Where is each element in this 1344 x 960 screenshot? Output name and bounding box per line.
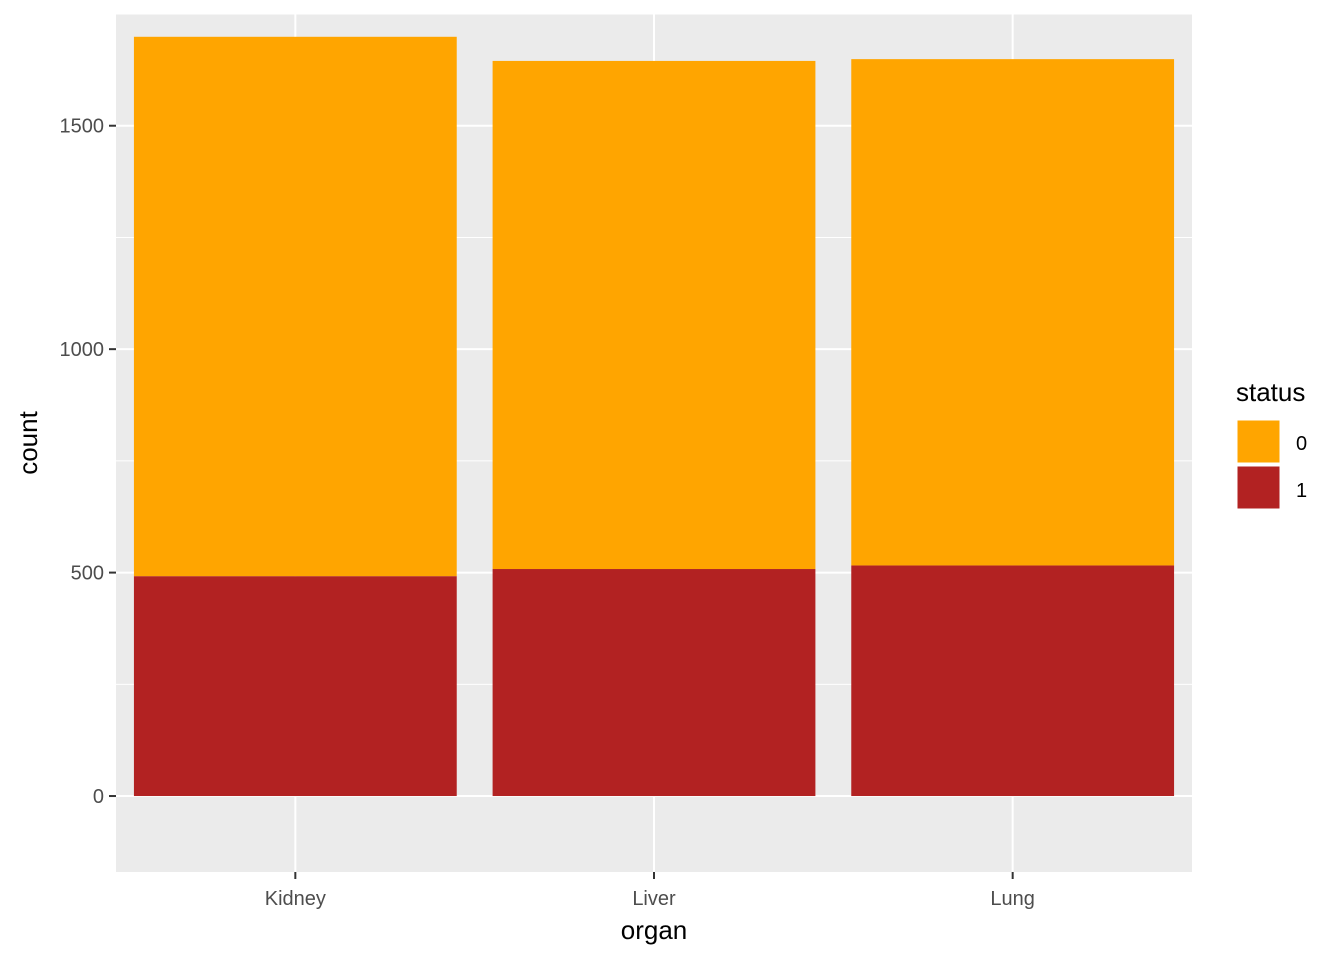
x-tick-label: Lung [990,888,1035,910]
bar-liver-status-1 [492,569,816,797]
y-axis-title: count [13,410,43,474]
legend-label-0: 0 [1296,433,1307,455]
x-axis: Kidney Liver Lung [265,872,1035,910]
bar-kidney-status-0 [133,36,457,577]
legend: status 0 1 [1236,377,1307,510]
y-tick-label: 1500 [60,116,105,138]
bar-liver-status-0 [492,60,816,570]
y-tick-label: 500 [71,563,104,585]
bar-kidney-status-1 [133,576,457,797]
legend-key-0 [1236,419,1281,464]
y-tick-label: 1000 [60,339,105,361]
x-axis-title: organ [621,915,688,945]
legend-item-1: 1 [1236,465,1307,510]
bar-lung-status-0 [851,59,1175,566]
legend-key-1 [1236,465,1281,510]
bars [133,36,1175,797]
y-tick-label: 0 [93,786,104,808]
legend-item-0: 0 [1236,419,1307,464]
x-tick-label: Liver [632,888,676,910]
x-tick-label: Kidney [265,888,326,910]
bar-lung-status-1 [851,565,1175,797]
legend-label-1: 1 [1296,480,1307,502]
legend-title: status [1236,377,1305,407]
y-axis: 0 500 1000 1500 [60,116,116,808]
